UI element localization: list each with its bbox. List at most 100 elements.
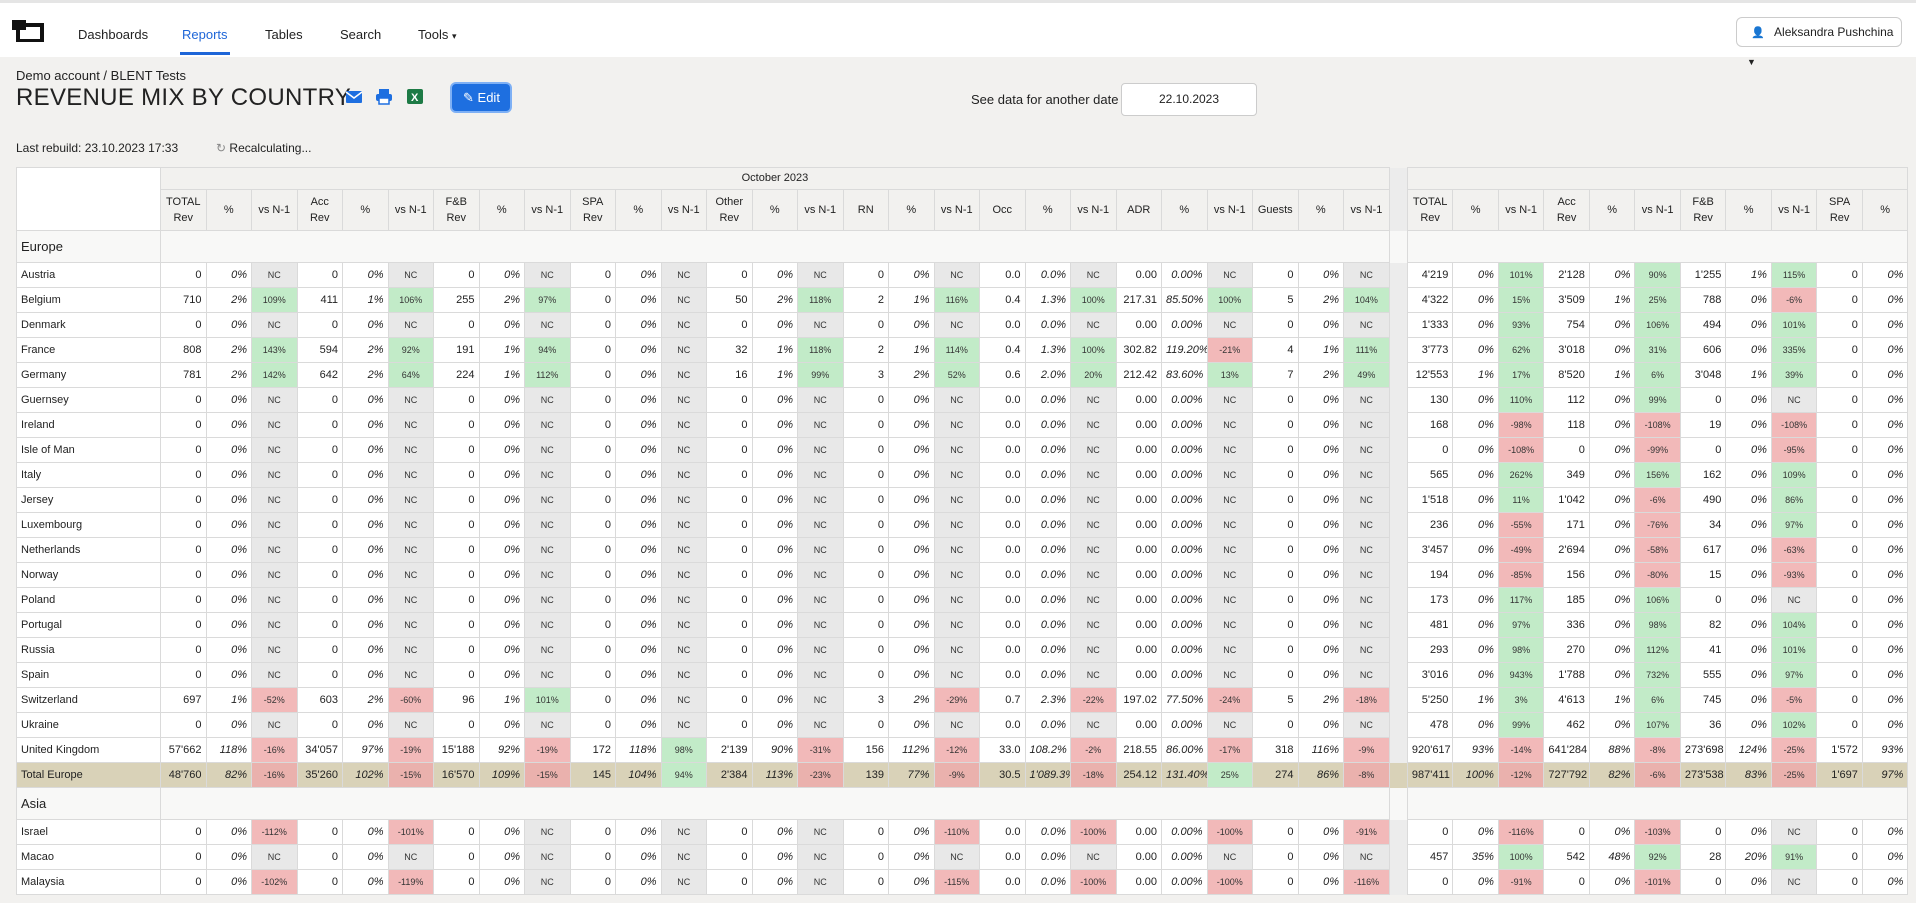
pct-cell: 0.0%: [1024, 587, 1071, 613]
vs-cell: -52%: [251, 687, 298, 713]
value-cell: 0: [1816, 819, 1863, 845]
pct-cell: 0.0%: [1024, 819, 1071, 845]
value-cell: 462: [1543, 712, 1590, 738]
vs-cell: NC: [660, 587, 707, 613]
value-cell: 0: [296, 412, 343, 438]
section-fill: [160, 230, 1390, 263]
status: Recalculating...: [229, 141, 312, 155]
value-cell: 0: [1816, 512, 1863, 538]
country: Guernsey: [16, 387, 161, 413]
vs-cell: -100%: [1070, 819, 1117, 845]
pct-cell: 0%: [1297, 819, 1344, 845]
vs-cell: NC: [1206, 612, 1253, 638]
vs-cell: NC: [1070, 662, 1117, 688]
vs-cell: NC: [660, 844, 707, 870]
pct-cell: 0.0%: [1024, 512, 1071, 538]
nav-item[interactable]: Dashboards: [78, 27, 149, 42]
vs-cell: NC: [387, 562, 434, 588]
print-icon[interactable]: [375, 88, 393, 105]
vs-cell: 97%: [1770, 512, 1818, 538]
vs-cell: NC: [1343, 387, 1390, 413]
section-fill: [160, 787, 1390, 820]
vs-cell: 335%: [1770, 337, 1818, 363]
value-cell: 0: [1816, 662, 1863, 688]
vs-cell: NC: [1770, 819, 1818, 845]
nav-item[interactable]: Reports: [180, 27, 230, 55]
vs-cell: NC: [797, 437, 844, 463]
vs-cell: NC: [797, 637, 844, 663]
value-cell: 0: [842, 387, 889, 413]
value-cell: 0: [1816, 362, 1863, 388]
pct-cell: 0%: [342, 712, 389, 738]
value-cell: 0.00: [1115, 512, 1162, 538]
value-cell: 156: [1543, 562, 1590, 588]
pct-cell: 0%: [615, 637, 662, 663]
pct-cell: 0.0%: [1024, 844, 1071, 870]
pct-cell: 0%: [1861, 387, 1909, 413]
vs-cell: 102%: [1770, 712, 1818, 738]
value-cell: 3'016: [1406, 662, 1454, 688]
vs-cell: NC: [797, 712, 844, 738]
value-cell: 57'662: [160, 737, 207, 763]
vs-cell: NC: [524, 387, 571, 413]
logo[interactable]: [12, 20, 44, 42]
edit-button[interactable]: ✎ Edit: [452, 84, 510, 111]
pct-cell: 0%: [615, 512, 662, 538]
pct-cell: 0%: [1861, 637, 1909, 663]
pct-cell: 0%: [615, 487, 662, 513]
value-cell: 15: [1679, 562, 1727, 588]
value-cell: 273'538: [1679, 762, 1727, 788]
value-cell: 745: [1679, 687, 1727, 713]
nav-item[interactable]: Search: [340, 27, 382, 42]
column-header: %: [1452, 189, 1499, 231]
value-cell: 0.00: [1115, 562, 1162, 588]
value-cell: 0: [1543, 869, 1590, 895]
vs-cell: 49%: [1343, 362, 1390, 388]
value-cell: 0: [842, 869, 889, 895]
value-cell: 0.0: [979, 612, 1026, 638]
vs-cell: NC: [797, 512, 844, 538]
email-icon[interactable]: [345, 90, 363, 104]
pct-cell: 0%: [751, 819, 798, 845]
value-cell: 0.00: [1115, 844, 1162, 870]
value-cell: 0: [1679, 437, 1727, 463]
vs-cell: 94%: [524, 337, 571, 363]
nav-item[interactable]: Tables: [265, 27, 303, 42]
value-cell: 3: [842, 362, 889, 388]
nav-item[interactable]: Tools ▾: [418, 27, 457, 42]
column-header: %: [1588, 189, 1636, 231]
pct-cell: 0%: [1725, 587, 1772, 613]
value-cell: 0: [433, 487, 480, 513]
vs-cell: NC: [251, 637, 298, 663]
value-cell: 808: [160, 337, 207, 363]
pct-cell: 1%: [478, 687, 525, 713]
value-cell: 4: [1252, 337, 1299, 363]
value-cell: 0: [160, 662, 207, 688]
value-cell: 0: [706, 844, 753, 870]
value-cell: 0: [1252, 512, 1299, 538]
gap: [1388, 637, 1408, 663]
country: Russia: [16, 637, 161, 663]
vs-cell: 52%: [933, 362, 980, 388]
excel-icon[interactable]: X: [406, 88, 424, 105]
value-cell: 0: [160, 262, 207, 288]
value-cell: 0: [433, 869, 480, 895]
vs-cell: -14%: [1497, 737, 1545, 763]
vs-cell: NC: [1070, 462, 1117, 488]
value-cell: 0: [1252, 537, 1299, 563]
column-header: %: [888, 189, 935, 231]
pct-cell: 0.00%: [1161, 612, 1208, 638]
user-menu[interactable]: 👤 Aleksandra Pushchina ▼: [1736, 17, 1902, 67]
pct-cell: 0%: [342, 537, 389, 563]
vs-cell: -93%: [1770, 562, 1818, 588]
column-header: %: [1024, 189, 1071, 231]
value-cell: 0: [1406, 819, 1454, 845]
value-cell: 3'773: [1406, 337, 1454, 363]
pct-cell: 0%: [1588, 612, 1636, 638]
pct-cell: 2.3%: [1024, 687, 1071, 713]
date-input[interactable]: 22.10.2023: [1121, 83, 1257, 116]
edit-label: Edit: [477, 90, 500, 105]
breadcrumb[interactable]: Demo account / BLENT Tests: [16, 68, 187, 83]
column-header: vs N-1: [1770, 189, 1818, 231]
vs-cell: NC: [251, 537, 298, 563]
